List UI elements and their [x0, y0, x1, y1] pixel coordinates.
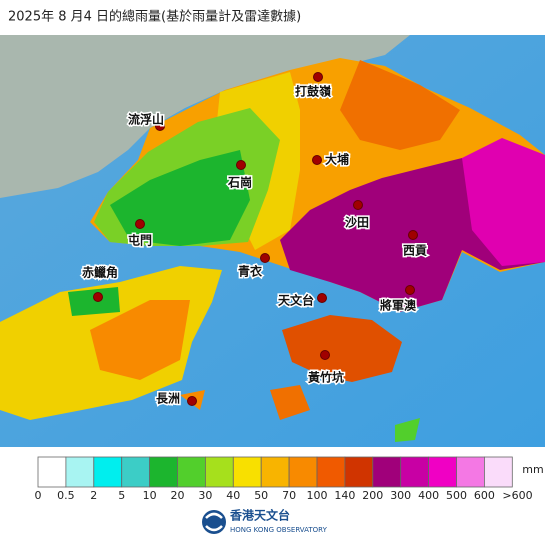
rain-zone — [90, 300, 190, 380]
place-label: 大埔 — [325, 152, 349, 167]
legend-label: 10 — [143, 489, 157, 502]
logo-zh: 香港天文台 — [229, 508, 290, 523]
hk-island — [282, 315, 402, 382]
station-marker — [317, 293, 327, 303]
legend-swatch — [316, 456, 346, 488]
legend-label: 20 — [171, 489, 185, 502]
place-label: 青衣 — [238, 264, 262, 279]
legend-swatch — [204, 456, 234, 488]
legend-label: 0 — [35, 489, 42, 502]
title: 2025年 8 月4 日的總雨量(基於雨量計及雷達數據) — [8, 9, 301, 25]
station-marker — [408, 230, 418, 240]
legend-swatch — [372, 456, 402, 488]
place-label: 沙田 — [345, 216, 369, 230]
rain-zone — [462, 138, 545, 266]
legend-swatch — [177, 456, 206, 488]
logo-mark — [205, 512, 223, 532]
place-label: 流浮山 — [128, 112, 164, 127]
legend-label: 2 — [90, 489, 97, 502]
rain-zone — [340, 60, 460, 150]
mainland — [0, 35, 410, 198]
legend-swatch — [456, 456, 485, 488]
logo: 香港天文台 HONG KONG OBSERVATORY — [202, 508, 328, 534]
legend-label: 400 — [418, 489, 439, 502]
station-marker — [155, 121, 165, 131]
legend-label: 5 — [118, 489, 125, 502]
logo-en: HONG KONG OBSERVATORY — [230, 526, 328, 534]
legend-label: 0.5 — [57, 489, 75, 502]
place-label: 打鼓嶺 — [295, 84, 332, 99]
legend-swatch — [288, 456, 318, 488]
legend-label: 300 — [390, 489, 411, 502]
legend-swatch — [65, 456, 95, 488]
place-label: 將軍澳 — [380, 298, 417, 313]
legend-label: >600 — [502, 489, 532, 502]
legend-label: 50 — [254, 489, 268, 502]
legend-label: 140 — [334, 489, 355, 502]
place-label: 屯門 — [128, 233, 152, 248]
place-label: 石崗 — [227, 175, 252, 190]
legend-label: 100 — [307, 489, 328, 502]
legend-label: 600 — [474, 489, 495, 502]
island — [395, 418, 420, 442]
legend-swatch — [344, 456, 374, 488]
legend-swatch — [93, 456, 123, 488]
legend-swatch — [428, 456, 457, 488]
station-marker — [312, 155, 322, 165]
place-label: 西貢 — [403, 244, 427, 258]
legend-label: 70 — [282, 489, 296, 502]
station-marker — [320, 350, 330, 360]
legend-swatch — [232, 456, 262, 488]
legend-swatch — [149, 456, 178, 488]
station-marker — [260, 253, 270, 263]
legend-label: 40 — [226, 489, 240, 502]
legend-unit: mm — [522, 463, 543, 476]
place-label: 長洲 — [156, 391, 180, 406]
place-label: 天文台 — [278, 293, 314, 308]
island — [270, 385, 310, 420]
legend-label: 30 — [198, 489, 212, 502]
station-marker — [313, 72, 323, 82]
station-marker — [93, 292, 103, 302]
station-marker — [405, 285, 415, 295]
legend-swatch — [121, 456, 150, 488]
legend-swatch — [37, 456, 67, 488]
legend-swatch — [400, 456, 430, 488]
place-label: 赤鱲角 — [82, 265, 118, 280]
station-marker — [187, 396, 197, 406]
station-marker — [353, 200, 363, 210]
legend-label: 500 — [446, 489, 467, 502]
legend-label: 200 — [362, 489, 383, 502]
place-label: 黃竹坑 — [307, 370, 344, 385]
station-marker — [236, 160, 246, 170]
airport — [68, 287, 120, 316]
rain-zone — [110, 150, 250, 246]
legend-swatch — [483, 456, 513, 488]
station-marker — [135, 219, 145, 229]
legend-swatch — [260, 456, 290, 488]
